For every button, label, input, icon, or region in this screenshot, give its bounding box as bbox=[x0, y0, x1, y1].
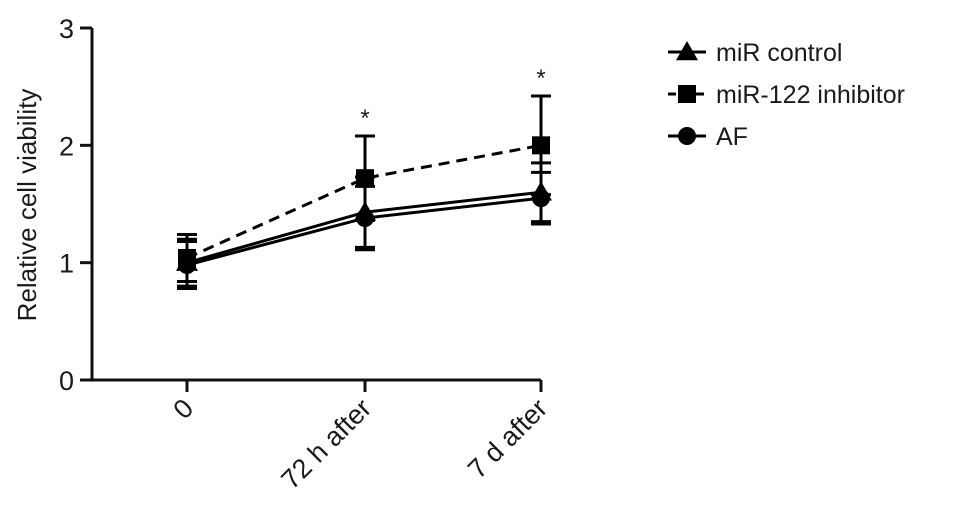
significance-marker: * bbox=[360, 105, 369, 132]
legend-label: AF bbox=[716, 123, 748, 151]
y-tick-label: 0 bbox=[59, 366, 74, 396]
legend: miR control miR-122 inhibitor AF bbox=[668, 39, 905, 151]
legend-label: miR control bbox=[716, 39, 842, 67]
y-axis-title: Relative cell viability bbox=[12, 89, 42, 322]
data-point bbox=[532, 189, 550, 208]
annotations: ** bbox=[360, 65, 545, 132]
af-points bbox=[178, 189, 550, 275]
series-layer bbox=[176, 94, 552, 290]
legend-swatch-marker bbox=[678, 127, 696, 145]
x-tick-label: 7 d after bbox=[462, 393, 553, 484]
data-point bbox=[356, 209, 374, 228]
legend-swatch-marker bbox=[676, 41, 698, 61]
legend-item: miR-122 inhibitor bbox=[668, 81, 905, 109]
x-tick-label: 72 h after bbox=[275, 393, 377, 495]
y-tick-label: 3 bbox=[59, 14, 74, 44]
axes: 0 1 2 3 0 72 h after 7 d after bbox=[59, 14, 553, 495]
legend-item: AF bbox=[668, 123, 748, 151]
mir-122-inhibitor-line bbox=[186, 143, 542, 260]
y-tick-label: 1 bbox=[59, 249, 74, 279]
data-point bbox=[356, 169, 374, 188]
data-point bbox=[532, 136, 550, 155]
y-tick-label: 2 bbox=[59, 131, 74, 161]
significance-marker: * bbox=[536, 65, 545, 92]
legend-item: miR control bbox=[668, 39, 842, 67]
data-point bbox=[178, 256, 196, 275]
legend-swatch-marker bbox=[678, 85, 696, 103]
x-tick-label: 0 bbox=[167, 393, 199, 425]
af-error-bars bbox=[177, 170, 551, 290]
legend-label: miR-122 inhibitor bbox=[716, 81, 905, 109]
